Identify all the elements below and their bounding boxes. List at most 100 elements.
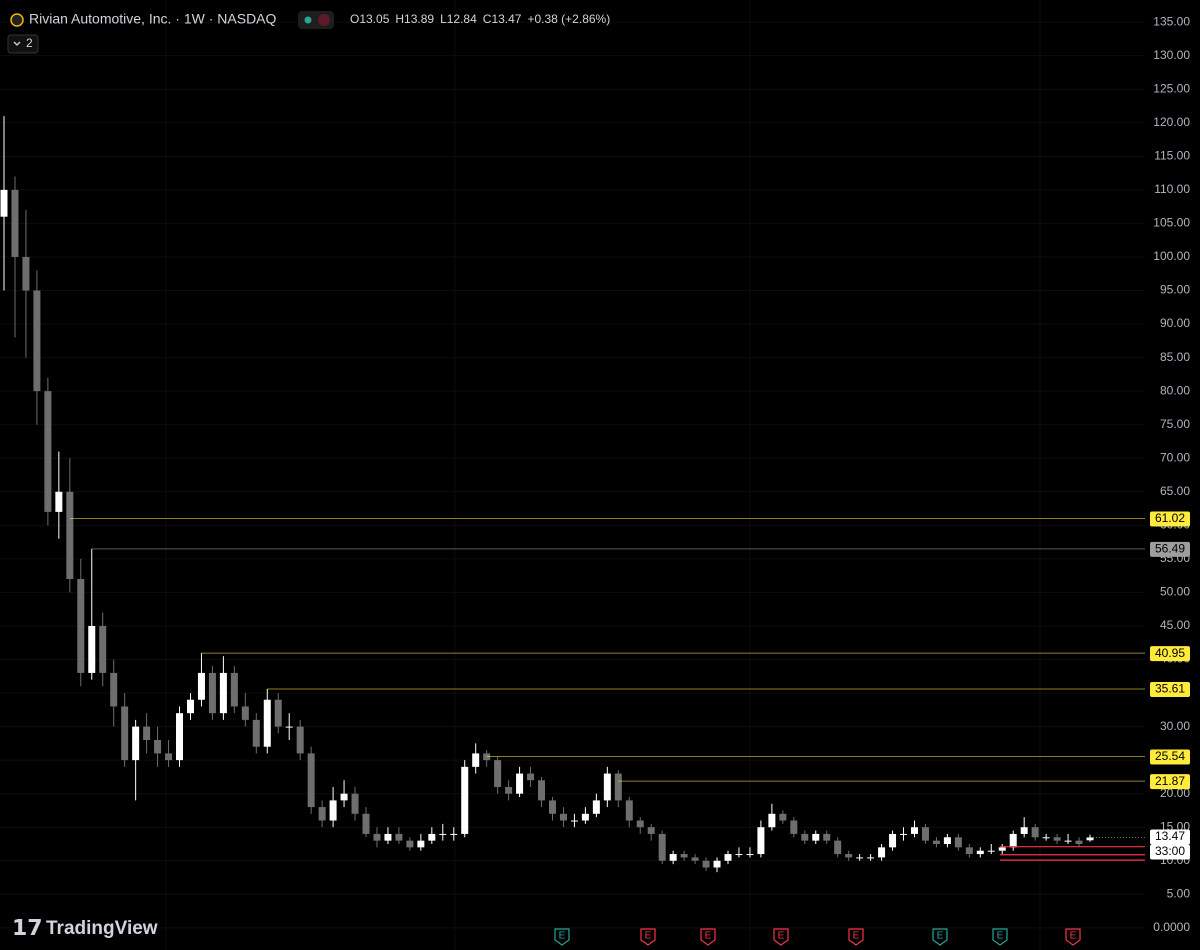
- y-tick-label: 45.00: [1160, 618, 1190, 632]
- y-tick-label: 0.0000: [1153, 920, 1190, 934]
- indicator-count: 2: [26, 36, 33, 50]
- ohlc-value: C13.47: [483, 12, 522, 26]
- candle-body: [494, 760, 502, 787]
- level-label-box: [1150, 774, 1190, 790]
- candle-body: [987, 850, 995, 852]
- indicator-toggle[interactable]: [7, 34, 39, 54]
- candle-body: [768, 813, 776, 828]
- symbol-title[interactable]: Rivian Automotive, Inc. · 1W · NASDAQ: [29, 11, 277, 27]
- candle-body: [680, 854, 688, 858]
- y-tick-label: 20.00: [1160, 786, 1190, 800]
- level-label-box: [1150, 749, 1190, 765]
- candle-body: [538, 780, 546, 801]
- candle-body: [77, 578, 85, 673]
- level-label: 21.87: [1155, 774, 1185, 788]
- y-tick-label: 120.00: [1153, 115, 1190, 129]
- candle-body: [285, 726, 293, 728]
- plot: [0, 116, 1145, 873]
- candle-body: [121, 706, 129, 761]
- market-status: [304, 16, 312, 24]
- candle-body: [241, 706, 249, 720]
- candle-body: [790, 820, 798, 834]
- data-status: [318, 14, 330, 26]
- candle-body: [647, 827, 655, 834]
- level-label-box: [1150, 646, 1190, 662]
- candle-body: [834, 840, 842, 855]
- earnings-label[interactable]: E: [937, 931, 944, 942]
- level-label: 61.02: [1155, 511, 1185, 525]
- y-tick-label: 130.00: [1153, 48, 1190, 62]
- candle-body: [33, 290, 41, 392]
- candle-body: [176, 713, 184, 761]
- earnings-label[interactable]: E: [1070, 931, 1077, 942]
- candle-body: [548, 800, 556, 814]
- candle-body: [395, 833, 403, 841]
- candle-body: [1086, 837, 1094, 841]
- candle-body: [1009, 833, 1017, 848]
- earnings-marker: [640, 928, 656, 946]
- ohlc-legend: O13.05 H13.89 L12.84 C13.47 +0.38 (+2.86%): [350, 12, 610, 26]
- y-tick-label: 75.00: [1160, 417, 1190, 431]
- candle-body: [724, 854, 732, 861]
- earnings-label[interactable]: E: [853, 931, 860, 942]
- earnings-label[interactable]: E: [778, 931, 785, 942]
- candle-body: [307, 753, 315, 808]
- candle-body: [516, 773, 524, 794]
- candle-body: [878, 847, 886, 858]
- candle-body: [998, 847, 1006, 851]
- symbol-icon: [10, 13, 24, 27]
- y-tick-label: 85.00: [1160, 350, 1190, 364]
- y-tick-label: 110.00: [1154, 182, 1190, 196]
- brand[interactable]: TradingView: [46, 918, 158, 939]
- candle-body: [472, 753, 480, 767]
- earnings-marker: [992, 928, 1008, 946]
- candle-body: [1031, 827, 1039, 838]
- candle-body: [1053, 837, 1061, 841]
- y-tick-label: 95.00: [1160, 283, 1190, 297]
- price-scale: 0.00005.0010.0015.0020.0025.0030.0035.00…: [1150, 14, 1190, 934]
- y-tick-label: 135.00: [1153, 14, 1190, 28]
- candle-body: [932, 840, 940, 844]
- candle-body: [954, 837, 962, 848]
- candle-body: [44, 391, 52, 512]
- candle-body: [559, 813, 567, 821]
- ohlc-value: +0.38 (+2.86%): [527, 12, 610, 26]
- candle-body: [132, 726, 140, 761]
- candle-body: [921, 827, 929, 841]
- candle-body: [22, 256, 30, 291]
- candle-body: [669, 854, 677, 861]
- candle-body: [636, 820, 644, 828]
- y-tick-label: 90.00: [1160, 316, 1190, 330]
- candle-body: [592, 800, 600, 814]
- earnings-label[interactable]: E: [559, 931, 566, 942]
- candle-body: [110, 672, 118, 707]
- candle-body: [702, 860, 710, 868]
- earnings-label[interactable]: E: [645, 931, 652, 942]
- countdown-label: 33:00: [1155, 844, 1185, 858]
- candle-body: [329, 800, 337, 821]
- candle-body: [351, 793, 359, 814]
- candle-body: [252, 719, 260, 747]
- level-label-box: [1150, 681, 1190, 697]
- candle-body: [99, 625, 107, 673]
- candle-body: [55, 491, 63, 512]
- candle-body: [197, 672, 205, 700]
- earnings-marker: [554, 928, 570, 946]
- candle-body: [527, 773, 535, 781]
- candle-body: [186, 699, 194, 714]
- candle-body: [823, 833, 831, 841]
- candle-body: [296, 726, 304, 754]
- candle-body: [165, 753, 173, 761]
- earnings-label[interactable]: E: [997, 931, 1004, 942]
- candle-body: [230, 672, 238, 707]
- candle-body: [154, 740, 162, 754]
- candle-body: [373, 833, 381, 841]
- candle-body: [11, 189, 19, 257]
- candle-body: [614, 773, 622, 801]
- level-label-box: [1150, 511, 1190, 527]
- earnings-label[interactable]: E: [705, 931, 712, 942]
- candle-body: [384, 833, 392, 841]
- chevron-icon: [13, 41, 21, 46]
